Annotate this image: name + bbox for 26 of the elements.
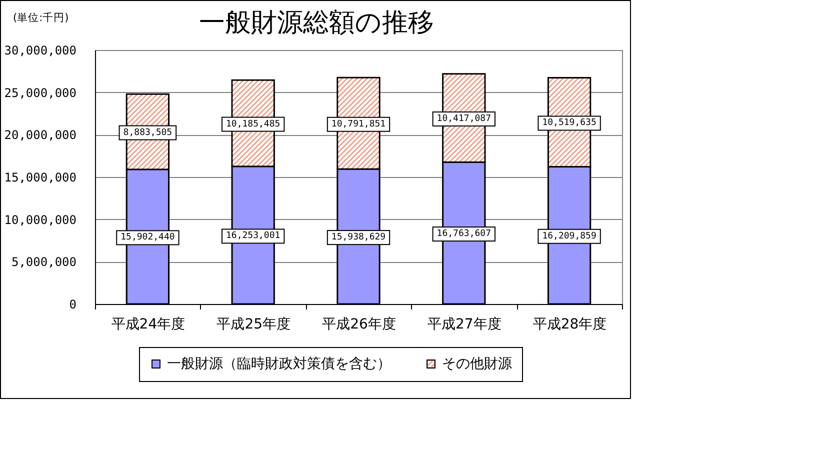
- data-label: 16,253,001: [226, 231, 280, 242]
- x-tick-label: 平成25年度: [216, 316, 291, 332]
- data-label: 10,519,635: [542, 118, 596, 128]
- data-label: 15,938,629: [331, 232, 386, 243]
- legend-label: 一般財源（臨時財政対策債を含む）: [167, 356, 391, 372]
- data-label: 10,185,485: [226, 119, 280, 130]
- x-tick-label: 平成26年度: [322, 316, 396, 332]
- data-label: 16,763,607: [436, 229, 491, 240]
- data-label: 8,883,505: [123, 128, 172, 138]
- chart-title: 一般財源総額の推移: [199, 8, 434, 38]
- legend-label: その他財源: [442, 356, 512, 372]
- data-label: 15,902,440: [120, 232, 175, 243]
- data-label: 10,417,087: [436, 114, 491, 124]
- y-tick-label: 20,000,000: [4, 128, 76, 142]
- y-tick-label: 15,000,000: [4, 170, 76, 184]
- text: (単位:千円): [13, 11, 69, 25]
- data-label: 16,209,859: [542, 231, 596, 242]
- x-tick-label: 平成27年度: [427, 316, 502, 332]
- y-tick-label: 0: [69, 298, 76, 312]
- y-tick-label: 30,000,000: [4, 44, 76, 58]
- x-tick-label: 平成24年度: [111, 316, 186, 332]
- y-tick-label: 25,000,000: [4, 86, 76, 100]
- x-tick-label: 平成28年度: [532, 316, 607, 332]
- data-label: 10,791,851: [331, 119, 386, 130]
- y-tick-label: 10,000,000: [4, 212, 76, 227]
- y-tick-label: 5,000,000: [11, 255, 76, 270]
